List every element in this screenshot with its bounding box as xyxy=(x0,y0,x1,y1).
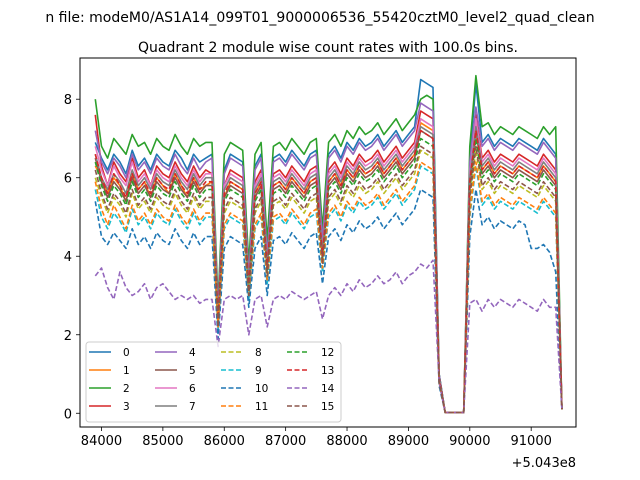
series-line-4 xyxy=(94,102,563,414)
figure-suptitle: n file: modeM0/AS1A14_099T01_9000006536_… xyxy=(45,10,594,26)
series-line-7 xyxy=(94,125,563,414)
legend-label-15: 15 xyxy=(321,401,334,413)
y-tick-label: 0 xyxy=(64,407,72,422)
x-tick-label: 84000 xyxy=(81,434,122,449)
series-line-15 xyxy=(94,145,563,414)
legend-label-6: 6 xyxy=(189,383,196,395)
legend-label-13: 13 xyxy=(321,365,334,377)
legend-label-7: 7 xyxy=(189,401,196,413)
x-axis-offset-label: +5.043e8 xyxy=(512,456,576,471)
x-tick-label: 86000 xyxy=(204,434,245,449)
x-tick-label: 87000 xyxy=(265,434,306,449)
legend-label-9: 9 xyxy=(255,365,262,377)
legend-label-14: 14 xyxy=(321,383,335,395)
legend-label-5: 5 xyxy=(189,365,196,377)
series-line-6 xyxy=(94,118,563,414)
y-tick-label: 2 xyxy=(64,329,72,344)
x-tick-label: 88000 xyxy=(326,434,367,449)
series-line-10 xyxy=(94,188,563,414)
y-tick-label: 8 xyxy=(64,93,72,108)
legend-label-4: 4 xyxy=(189,347,196,359)
series-line-0 xyxy=(94,78,563,414)
series-line-13 xyxy=(94,129,563,414)
legend-label-8: 8 xyxy=(255,347,262,359)
legend-label-1: 1 xyxy=(123,365,130,377)
legend-label-10: 10 xyxy=(255,383,268,395)
legend-label-2: 2 xyxy=(123,383,130,395)
chart-title: Quadrant 2 module wise count rates with … xyxy=(138,40,518,56)
series-line-2 xyxy=(94,74,563,414)
legend-label-11: 11 xyxy=(255,401,268,413)
x-tick-label: 85000 xyxy=(142,434,183,449)
x-axis: 84000 85000 86000 87000 88000 89000 90000 91000 xyxy=(81,427,552,449)
y-tick-label: 4 xyxy=(64,250,72,265)
x-tick-label: 89000 xyxy=(388,434,429,449)
series-layer xyxy=(94,74,563,414)
plot-frame xyxy=(79,57,577,428)
x-tick-label: 90000 xyxy=(449,434,490,449)
legend-label-3: 3 xyxy=(123,401,130,413)
y-axis: 0 2 4 6 8 xyxy=(64,93,80,422)
legend-label-12: 12 xyxy=(321,347,334,359)
x-tick-label: 91000 xyxy=(511,434,552,449)
legend-label-0: 0 xyxy=(123,347,130,359)
y-tick-label: 6 xyxy=(64,172,72,187)
series-line-14 xyxy=(94,259,563,414)
legend-frame xyxy=(85,341,342,423)
series-line-3 xyxy=(94,110,563,414)
